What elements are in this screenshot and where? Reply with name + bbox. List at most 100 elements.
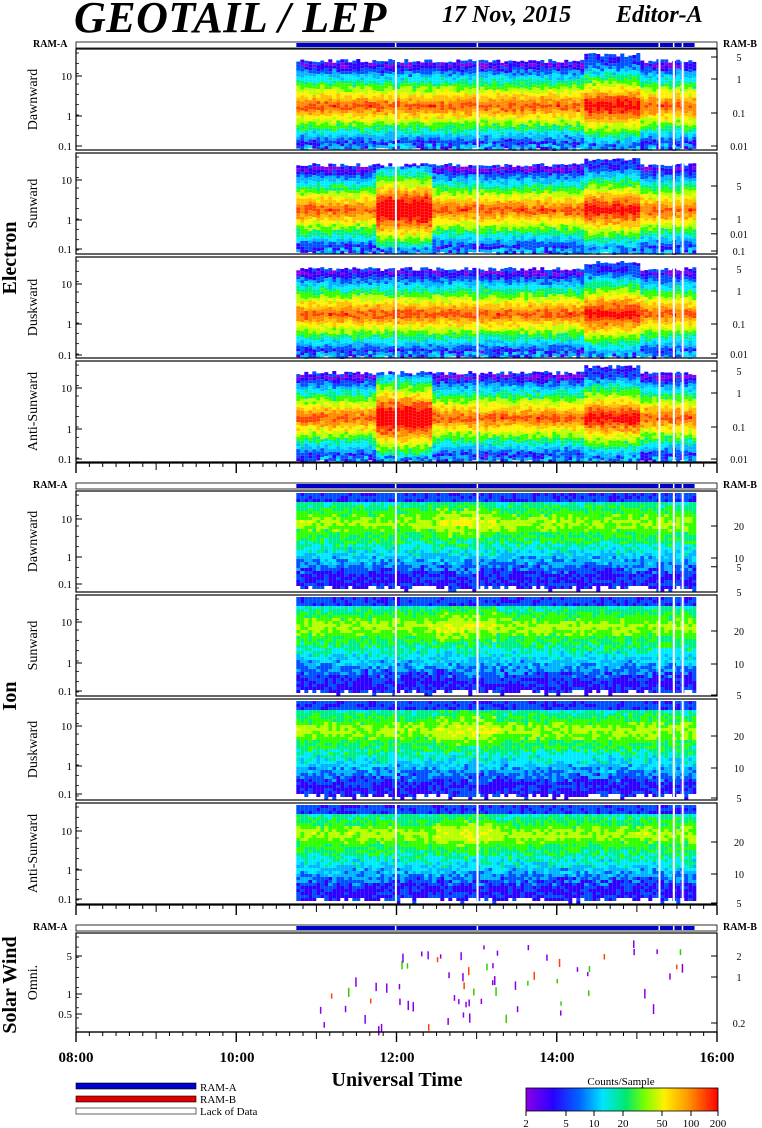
legend-label-ram-b: RAM-B bbox=[200, 1094, 236, 1106]
y-tick-label: 10 bbox=[61, 514, 73, 526]
right-axis-tick-label: 1 bbox=[737, 389, 742, 400]
ram-a-label-ion: RAM-A bbox=[33, 480, 68, 491]
y-tick-label: 10 bbox=[61, 383, 73, 395]
right-axis-tick-label: 0.01 bbox=[730, 350, 748, 361]
legend-swatch-ram-b bbox=[76, 1096, 196, 1102]
spectrogram-cells bbox=[296, 49, 696, 1035]
right-axis-tick-label: 10 bbox=[734, 764, 744, 775]
right-axis-tick-label: 0.1 bbox=[733, 109, 746, 120]
y-tick-label: 0.1 bbox=[58, 350, 72, 362]
x-tick-label: 12:00 bbox=[380, 1050, 415, 1066]
panel-label: Omni. bbox=[26, 965, 41, 1000]
right-axis-tick-label: 1 bbox=[737, 973, 742, 984]
right-axis-tick-label: 0.01 bbox=[730, 230, 748, 241]
right-axis-tick-label: 0.01 bbox=[730, 455, 748, 466]
y-tick-label: 5 bbox=[67, 951, 73, 963]
colorbar-tick-label: 10 bbox=[589, 1118, 601, 1128]
right-axis-tick-label: 5 bbox=[737, 563, 742, 574]
right-axis-tick-label: 0.2 bbox=[733, 1019, 746, 1030]
right-axis-tick-label: 10 bbox=[734, 870, 744, 881]
right-axis-tick-label: 0.1 bbox=[733, 320, 746, 331]
colorbar-ticks: 2 5 10 20 50 100 200 bbox=[523, 1111, 727, 1128]
right-axis-tick-label: 5 bbox=[737, 367, 742, 378]
legend-swatch-ram-a bbox=[76, 1083, 196, 1089]
y-tick-label: 0.5 bbox=[58, 1009, 72, 1021]
y-tick-label: 0.1 bbox=[58, 686, 72, 698]
y-tick-label: 1 bbox=[67, 761, 73, 773]
colorbar-tick-label: 2 bbox=[523, 1118, 529, 1128]
y-tick-label: 1 bbox=[67, 658, 73, 670]
right-axis-tick-label: 5 bbox=[737, 899, 742, 910]
group-label-ion: Ion bbox=[0, 682, 21, 711]
group-label-electron: Electron bbox=[0, 222, 21, 295]
ram-a-label-electron: RAM-A bbox=[33, 39, 68, 50]
right-axis-tick-label: 1 bbox=[737, 75, 742, 86]
right-axis-tick-label: 20 bbox=[734, 522, 744, 533]
y-tick-label: 0.1 bbox=[58, 454, 72, 466]
legend-swatch-lack-of-data bbox=[76, 1108, 196, 1114]
x-tick-label: 10:00 bbox=[220, 1050, 255, 1066]
y-tick-label: 1 bbox=[67, 215, 73, 227]
group-label-solar-wind: Solar Wind bbox=[0, 936, 21, 1033]
right-axis-tick-label: 20 bbox=[734, 732, 744, 743]
right-axis-tick-label: 20 bbox=[734, 627, 744, 638]
colorbar-title: Counts/Sample bbox=[587, 1076, 654, 1088]
colorbar-tick-label: 5 bbox=[563, 1118, 569, 1128]
ram-a-coverage bbox=[296, 484, 694, 488]
right-axis-tick-label: 0.1 bbox=[733, 247, 746, 258]
y-tick-label: 10 bbox=[61, 617, 73, 629]
colorbar bbox=[526, 1088, 718, 1111]
right-axis-tick-label: 0.1 bbox=[733, 423, 746, 434]
x-tick-label: 08:00 bbox=[59, 1050, 94, 1066]
right-axis-tick-label: 1 bbox=[737, 215, 742, 226]
x-axis-label: Universal Time bbox=[332, 1069, 463, 1091]
ram-b-label-solar-wind: RAM-B bbox=[723, 922, 757, 933]
y-tick-label: 0.1 bbox=[58, 141, 72, 153]
ram-a-coverage bbox=[296, 43, 694, 47]
colorbar-tick-label: 100 bbox=[683, 1118, 700, 1128]
y-tick-label: 1 bbox=[67, 865, 73, 877]
y-tick-label: 0.1 bbox=[58, 579, 72, 591]
panel-label: Dawnward bbox=[26, 511, 41, 572]
panel-label: Sunward bbox=[26, 621, 41, 671]
panel-label: Dawnward bbox=[26, 69, 41, 130]
right-axis-tick-label: 5 bbox=[737, 588, 742, 599]
colorbar-tick-label: 50 bbox=[657, 1118, 669, 1128]
y-tick-label: 10 bbox=[61, 279, 73, 291]
right-axis-tick-label: 5 bbox=[737, 53, 742, 64]
right-axis-tick-label: 5 bbox=[737, 265, 742, 276]
y-tick-label: 10 bbox=[61, 71, 73, 83]
y-tick-label: 10 bbox=[61, 175, 73, 187]
panel-label: Sunward bbox=[26, 179, 41, 229]
y-tick-label: 10 bbox=[61, 721, 73, 733]
y-tick-label: 0.1 bbox=[58, 789, 72, 801]
y-tick-label: 1 bbox=[67, 552, 73, 564]
y-tick-label: 1 bbox=[67, 424, 73, 436]
colorbar-tick-label: 200 bbox=[710, 1118, 727, 1128]
y-tick-label: 1 bbox=[67, 319, 73, 331]
panel-label: Duskward bbox=[26, 721, 41, 779]
ram-b-label-ion: RAM-B bbox=[723, 480, 757, 491]
right-axis-tick-label: 5 bbox=[737, 691, 742, 702]
panel-label: Anti-Sunward bbox=[26, 372, 41, 451]
ram-a-label-solar-wind: RAM-A bbox=[33, 922, 68, 933]
ram-b-label-electron: RAM-B bbox=[723, 39, 757, 50]
y-tick-label: 10 bbox=[61, 826, 73, 838]
x-tick-label: 16:00 bbox=[700, 1050, 735, 1066]
legend-label-ram-a: RAM-A bbox=[200, 1082, 237, 1094]
legend-label-lack-of-data: Lack of Data bbox=[200, 1106, 258, 1118]
y-tick-label: 1 bbox=[67, 111, 73, 123]
y-tick-label: 1 bbox=[67, 989, 73, 1001]
right-axis-tick-label: 10 bbox=[734, 660, 744, 671]
right-axis-tick-label: 20 bbox=[734, 838, 744, 849]
panel-label: Anti-Sunward bbox=[26, 814, 41, 893]
y-tick-label: 0.1 bbox=[58, 894, 72, 906]
panel-label: Duskward bbox=[26, 279, 41, 337]
y-tick-label: 0.1 bbox=[58, 244, 72, 256]
right-axis-tick-label: 0.01 bbox=[730, 142, 748, 153]
colorbar-tick-label: 20 bbox=[618, 1118, 630, 1128]
x-tick-label: 14:00 bbox=[540, 1050, 575, 1066]
ram-a-coverage bbox=[296, 926, 694, 930]
right-axis-tick-label: 5 bbox=[737, 794, 742, 805]
